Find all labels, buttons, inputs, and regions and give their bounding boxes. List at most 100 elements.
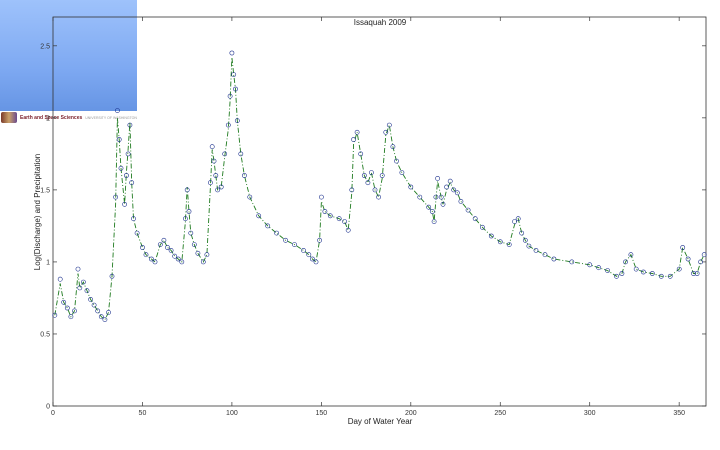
observed-point (433, 194, 439, 200)
observed-point (152, 259, 158, 265)
observed-point (98, 314, 104, 320)
x-axis-label: Day of Water Year (348, 417, 413, 426)
observed-point (698, 259, 703, 265)
observed-point (587, 262, 593, 268)
observed-point (64, 305, 70, 311)
observed-point (390, 144, 396, 150)
y-axis-label: Log(Discharge) and Precipitation (33, 154, 42, 271)
observed-point (361, 173, 367, 178)
observed-point (515, 216, 521, 222)
observed-point (519, 230, 525, 236)
logo-strip: Earth and Space Sciences UNIVERSITY OF W… (0, 111, 137, 124)
observed-point (614, 273, 619, 279)
x-tick-label: 100 (226, 410, 238, 417)
observed-point (218, 184, 224, 190)
logo-text: Earth and Space Sciences (20, 114, 83, 121)
observed-point (429, 209, 435, 214)
observed-point (533, 247, 539, 253)
observed-point (84, 288, 90, 294)
observed-point (454, 190, 460, 196)
observed-point (694, 271, 700, 276)
observed-point (676, 266, 682, 272)
observed-point (354, 129, 360, 135)
observed-point (440, 201, 446, 207)
x-tick-label: 200 (405, 410, 417, 417)
observed-point (522, 237, 528, 243)
observed-point (336, 216, 342, 222)
observed-point (116, 137, 122, 142)
observed-point (394, 158, 399, 164)
observed-point (118, 165, 124, 171)
observed-point (52, 312, 58, 318)
observed-point (225, 122, 231, 128)
observed-point (383, 129, 389, 135)
observed-point (61, 299, 67, 305)
observed-point (191, 242, 197, 247)
observed-point (175, 256, 181, 262)
observed-point (106, 309, 111, 315)
x-tick-label: 0 (51, 410, 55, 417)
observed-point (186, 209, 192, 214)
chart-title: Issaquah 2009 (354, 18, 407, 27)
observed-point (122, 201, 127, 207)
observed-point (165, 245, 170, 250)
observed-point (667, 273, 673, 279)
x-tick-label: 50 (139, 410, 147, 417)
observed-point (213, 173, 219, 178)
observed-point (623, 259, 628, 265)
observed-point (542, 252, 548, 258)
observed-point (172, 253, 178, 259)
observed-point (465, 207, 471, 213)
observed-point (605, 268, 610, 273)
observed-point (77, 285, 83, 291)
observed-point (129, 180, 135, 186)
observed-point (417, 194, 423, 200)
logo-banner: Earth and Space Sciences UNIVERSITY OF W… (0, 0, 137, 124)
y-tick-label: 2 (46, 115, 50, 122)
observed-point (345, 227, 351, 233)
axis-ticks: 0 50 100 150 200 250 300 350 0 0.5 1 1.5 2 2.5 (40, 17, 706, 417)
observed-point (81, 279, 86, 285)
university-emblem-icon (1, 112, 17, 123)
observed-point (349, 187, 355, 193)
observed-point (351, 137, 356, 142)
x-tick-label: 150 (316, 410, 328, 417)
observed-point (204, 252, 210, 258)
observed-point (256, 213, 262, 219)
observed-point (222, 151, 228, 157)
observed-point (649, 271, 655, 276)
y-tick-label: 0 (46, 404, 50, 411)
observed-point (57, 276, 63, 282)
x-tick-label: 250 (494, 410, 506, 417)
observed-point (372, 187, 378, 193)
observed-point (91, 302, 97, 308)
observed-point (102, 317, 108, 322)
observed-point (569, 259, 575, 265)
observed-point (399, 170, 405, 175)
observed-point (641, 269, 646, 275)
observed-point (238, 151, 244, 157)
observed-point (386, 122, 392, 128)
observed-point (313, 259, 319, 265)
observed-point (619, 271, 625, 276)
observed-point (109, 273, 115, 279)
observed-point (301, 247, 306, 253)
observed-point (234, 118, 240, 124)
observed-point (211, 158, 217, 164)
observed-point (241, 173, 247, 178)
observed-point (68, 314, 74, 320)
observed-point (148, 256, 154, 262)
observed-point (274, 230, 279, 236)
observed-point (506, 242, 512, 247)
observed-point (379, 173, 385, 178)
observed-point (358, 151, 364, 157)
y-tick-label: 0.5 (40, 331, 50, 338)
observed-point (227, 93, 233, 99)
observed-point (215, 187, 220, 193)
observed-point (365, 180, 371, 186)
observed-point (247, 194, 253, 200)
observed-point (685, 256, 691, 262)
observed-point (233, 86, 238, 92)
series-layer (52, 50, 707, 322)
observed-point (551, 256, 557, 262)
